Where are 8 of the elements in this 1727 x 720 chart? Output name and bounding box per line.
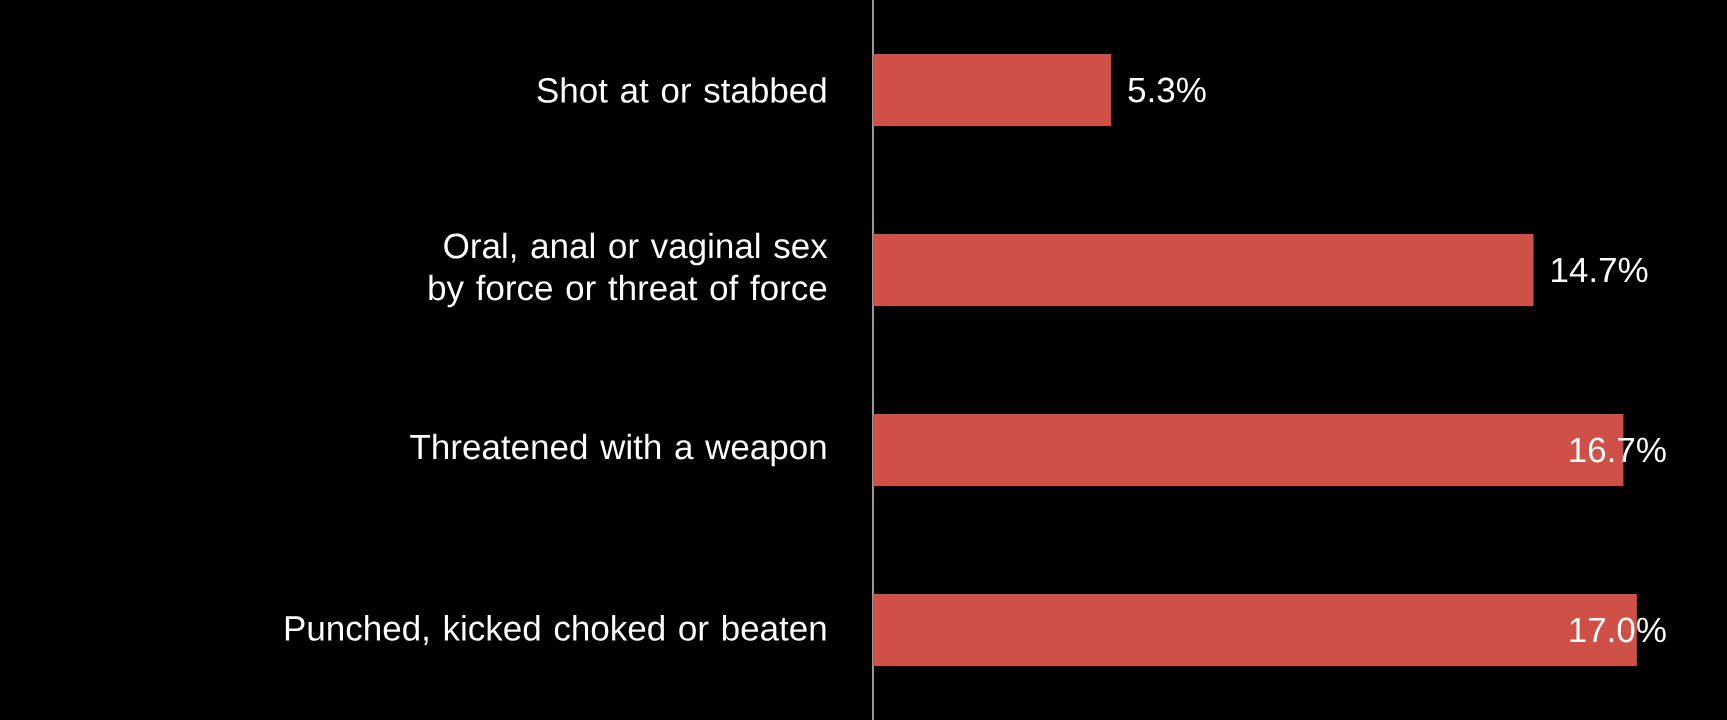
y-tick-label: Threatened with a weapon: [410, 433, 826, 467]
bar: [873, 54, 1112, 126]
y-tick-label: Punched, kicked choked or beaten: [285, 615, 826, 645]
data-label: 5.3%: [1128, 77, 1206, 103]
data-label: 14.7%: [1552, 257, 1648, 283]
bar: [873, 234, 1534, 306]
y-tick-label: Shot at or stabbed: [537, 77, 826, 103]
y-tick-label: Oral, anal or vaginal sex by force or threat of force: [429, 232, 828, 308]
